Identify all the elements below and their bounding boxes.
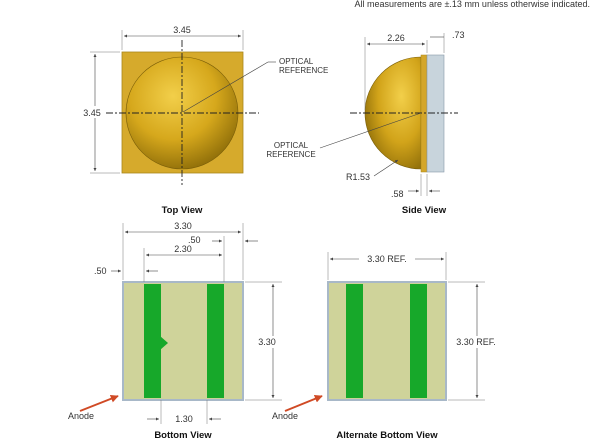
top-view-height-dim: 3.45: [83, 108, 101, 118]
alt-bottom-view-anode-arrow: [284, 394, 323, 412]
bottom-view-pad-width-dim: .50: [188, 235, 201, 245]
side-view-substrate: [420, 54, 428, 173]
side-view-height-dim: 2.26: [387, 33, 405, 43]
alt-bottom-view-pad-left: [346, 284, 363, 398]
bottom-view-pad-right: [207, 284, 224, 398]
tolerance-note: All measurements are ±.13 mm unless othe…: [354, 0, 590, 9]
alternate-bottom-view: 3.30 REF. 3.30 REF. Anode Alternate Bott…: [272, 252, 500, 441]
side-view-optical-ref-line1: OPTICAL: [274, 141, 309, 150]
bottom-view-title: Bottom View: [154, 430, 212, 441]
bottom-view-gap-dim: 1.30: [175, 414, 193, 424]
bottom-view-pad-notch: [160, 336, 168, 350]
alt-bottom-view-body: [327, 281, 447, 401]
top-view-optical-ref-line1: OPTICAL: [279, 57, 314, 66]
side-view-radius-dim: R1.53: [346, 172, 370, 182]
bottom-view-anode-label: Anode: [68, 411, 94, 421]
bottom-view-body: [122, 281, 244, 401]
side-view-backplate: [426, 54, 445, 173]
alt-bottom-view-width-dim: 3.30 REF.: [367, 254, 407, 264]
bottom-view-pad-span-dim: 2.30: [174, 244, 192, 254]
alt-bottom-view-title: Alternate Bottom View: [336, 430, 438, 441]
side-view-plate-dim: .73: [452, 30, 465, 40]
side-view-optical-ref-line2: REFERENCE: [266, 150, 315, 159]
top-view-title: Top View: [162, 205, 203, 216]
bottom-view-edge-offset-dim: .50: [94, 266, 107, 276]
side-view: 2.26 .73 .58 OPTICAL REFERENCE R1.53 Sid…: [266, 30, 464, 216]
bottom-view-height-dim: 3.30: [258, 337, 276, 347]
top-view-optical-ref-line2: REFERENCE: [279, 66, 328, 75]
top-view: 3.45 3.45 OPTICAL REFERENCE Top View: [82, 25, 328, 216]
bottom-view: 3.30 .50 2.30 .50 3.30 1.30 Anode Bottom…: [68, 221, 286, 441]
alt-bottom-view-anode-label: Anode: [272, 411, 298, 421]
top-view-width-dim: 3.45: [173, 25, 191, 35]
bottom-view-pad-left: [144, 284, 161, 398]
alt-bottom-view-pad-right: [410, 284, 427, 398]
side-view-base-dim: .58: [391, 189, 404, 199]
bottom-view-width-dim: 3.30: [174, 221, 192, 231]
side-view-title: Side View: [402, 205, 447, 216]
alt-bottom-view-height-dim: 3.30 REF.: [456, 337, 496, 347]
bottom-view-anode-arrow: [79, 394, 119, 412]
